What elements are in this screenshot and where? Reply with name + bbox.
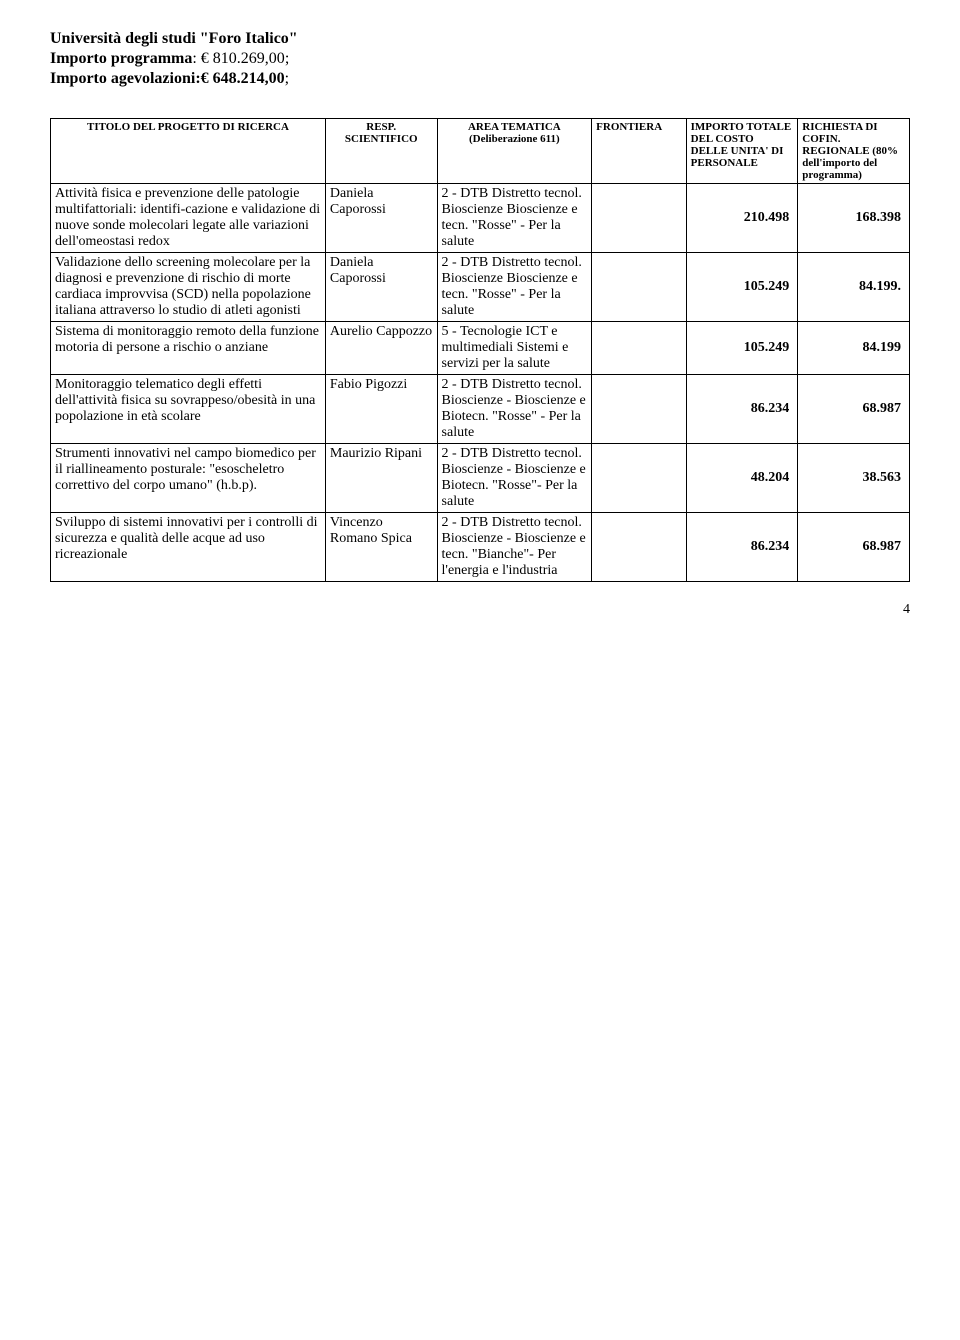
- importo-agevolazioni-line: Importo agevolazioni:€ 648.214,00;: [50, 70, 910, 88]
- table-row: Sistema di monitoraggio remoto della fun…: [51, 322, 910, 375]
- cell-area: 2 - DTB Distretto tecnol. Bioscienze - B…: [437, 513, 592, 582]
- cell-title: Monitoraggio telematico degli effetti de…: [51, 375, 326, 444]
- importo-programma-value: : € 810.269,00: [192, 50, 284, 67]
- cell-resp: Fabio Pigozzi: [325, 375, 437, 444]
- cell-frontiera: [592, 375, 686, 444]
- cell-resp: Maurizio Ripani: [325, 444, 437, 513]
- cell-importo: 105.249: [686, 322, 798, 375]
- document-header: Università degli studi "Foro Italico" Im…: [50, 30, 910, 88]
- cell-area: 2 - DTB Distretto tecnol. Bioscienze Bio…: [437, 184, 592, 253]
- university-label: Università degli studi "Foro Italico": [50, 30, 298, 47]
- importo-programma-line: Importo programma: € 810.269,00;: [50, 50, 910, 68]
- cell-title: Strumenti innovativi nel campo biomedico…: [51, 444, 326, 513]
- table-header-row: TITOLO DEL PROGETTO DI RICERCA RESP. SCI…: [51, 119, 910, 184]
- table-row: Strumenti innovativi nel campo biomedico…: [51, 444, 910, 513]
- col-header-importo: IMPORTO TOTALE DEL COSTO DELLE UNITA' DI…: [686, 119, 798, 184]
- cell-richiesta: 38.563: [798, 444, 910, 513]
- cell-resp: Daniela Caporossi: [325, 184, 437, 253]
- table-row: Monitoraggio telematico degli effetti de…: [51, 375, 910, 444]
- cell-richiesta: 168.398: [798, 184, 910, 253]
- col-header-title: TITOLO DEL PROGETTO DI RICERCA: [51, 119, 326, 184]
- cell-area: 2 - DTB Distretto tecnol. Bioscienze - B…: [437, 444, 592, 513]
- cell-title: Sviluppo di sistemi innovativi per i con…: [51, 513, 326, 582]
- cell-title: Sistema di monitoraggio remoto della fun…: [51, 322, 326, 375]
- cell-richiesta: 68.987: [798, 513, 910, 582]
- cell-frontiera: [592, 322, 686, 375]
- table-row: Attività fisica e prevenzione delle pato…: [51, 184, 910, 253]
- importo-agevolazioni-value: € 648.214,00: [201, 70, 285, 87]
- cell-area: 2 - DTB Distretto tecnol. Bioscienze - B…: [437, 375, 592, 444]
- semicolon: ;: [285, 50, 289, 67]
- page-number: 4: [50, 602, 910, 618]
- cell-area: 2 - DTB Distretto tecnol. Bioscienze Bio…: [437, 253, 592, 322]
- cell-richiesta: 68.987: [798, 375, 910, 444]
- col-header-frontiera: FRONTIERA: [592, 119, 686, 184]
- semicolon2: ;: [285, 70, 289, 87]
- cell-frontiera: [592, 513, 686, 582]
- col-header-richiesta: RICHIESTA DI COFIN. REGIONALE (80% dell'…: [798, 119, 910, 184]
- importo-agevolazioni-label: Importo agevolazioni:: [50, 70, 201, 87]
- table-row: Sviluppo di sistemi innovativi per i con…: [51, 513, 910, 582]
- cell-importo: 105.249: [686, 253, 798, 322]
- cell-area: 5 - Tecnologie ICT e multimediali Sistem…: [437, 322, 592, 375]
- cell-richiesta: 84.199: [798, 322, 910, 375]
- importo-programma-label: Importo programma: [50, 50, 192, 67]
- col-header-resp: RESP. SCIENTIFICO: [325, 119, 437, 184]
- cell-richiesta: 84.199.: [798, 253, 910, 322]
- cell-resp: Aurelio Cappozzo: [325, 322, 437, 375]
- projects-table: TITOLO DEL PROGETTO DI RICERCA RESP. SCI…: [50, 118, 910, 582]
- col-header-area: AREA TEMATICA (Deliberazione 611): [437, 119, 592, 184]
- cell-frontiera: [592, 184, 686, 253]
- cell-frontiera: [592, 444, 686, 513]
- university-line: Università degli studi "Foro Italico": [50, 30, 910, 48]
- cell-title: Validazione dello screening molecolare p…: [51, 253, 326, 322]
- cell-importo: 86.234: [686, 375, 798, 444]
- cell-importo: 86.234: [686, 513, 798, 582]
- table-row: Validazione dello screening molecolare p…: [51, 253, 910, 322]
- cell-importo: 48.204: [686, 444, 798, 513]
- cell-frontiera: [592, 253, 686, 322]
- cell-resp: Vincenzo Romano Spica: [325, 513, 437, 582]
- cell-resp: Daniela Caporossi: [325, 253, 437, 322]
- cell-importo: 210.498: [686, 184, 798, 253]
- cell-title: Attività fisica e prevenzione delle pato…: [51, 184, 326, 253]
- table-body: Attività fisica e prevenzione delle pato…: [51, 184, 910, 582]
